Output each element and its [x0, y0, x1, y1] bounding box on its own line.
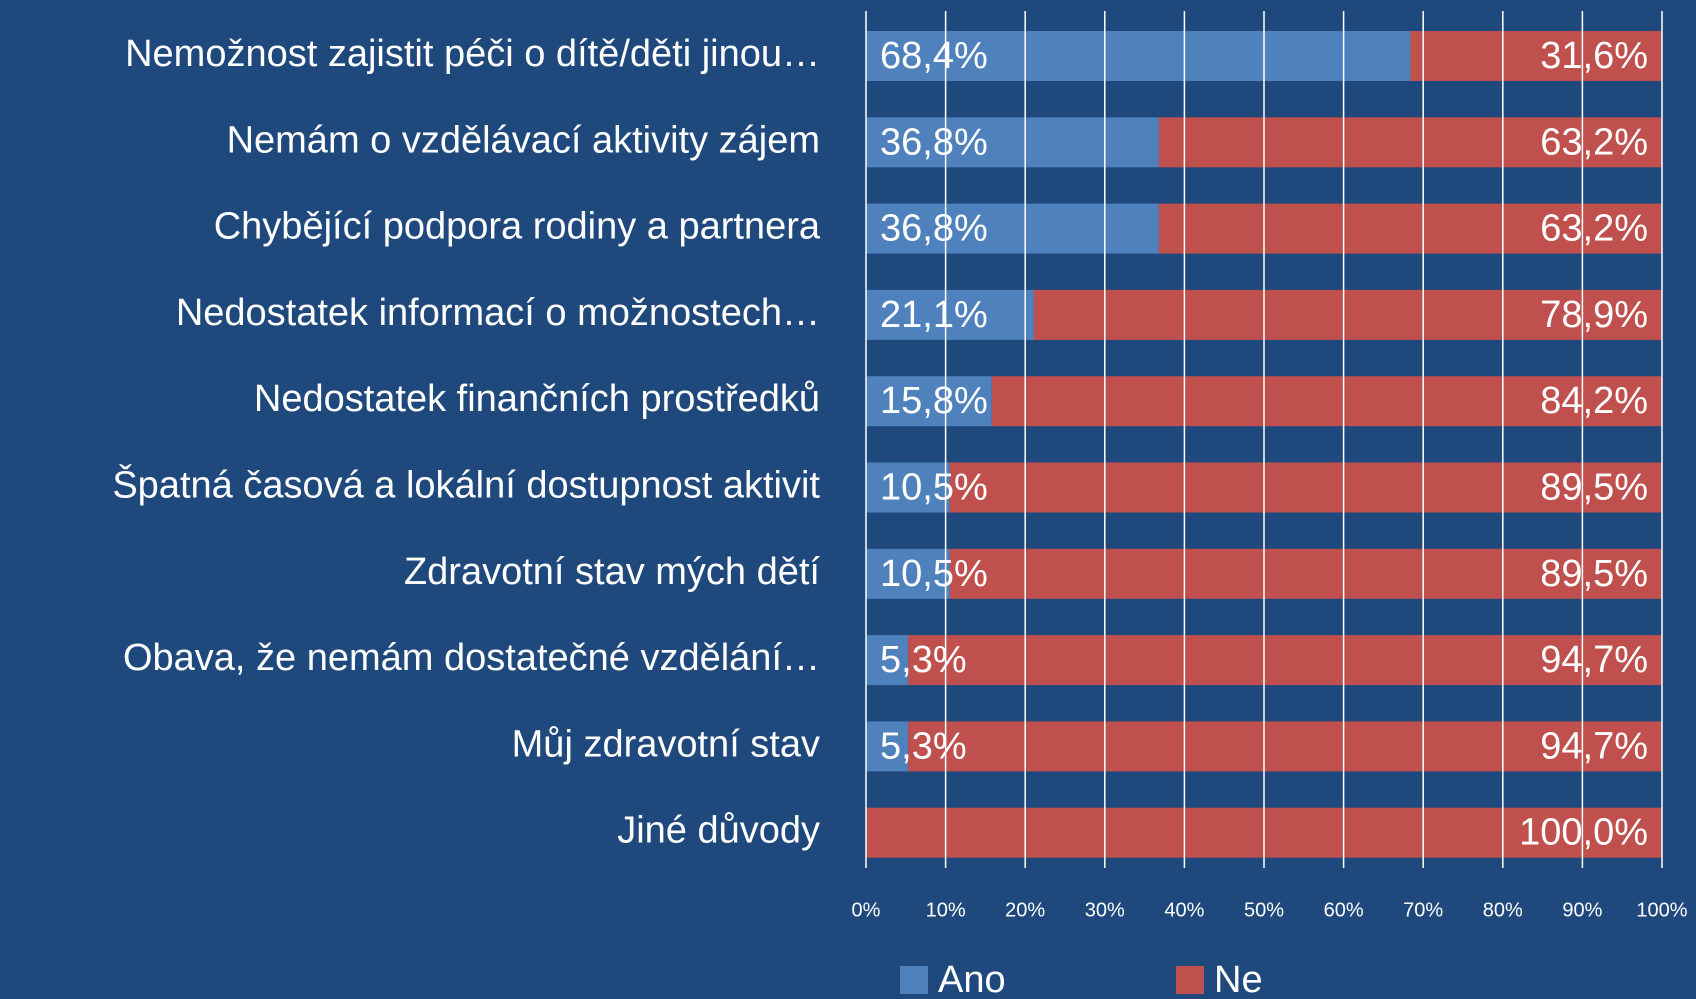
category-label: Můj zdravotní stav [512, 723, 820, 765]
x-tick-label: 20% [1005, 899, 1045, 921]
category-label: Nedostatek informací o možnostech… [176, 292, 820, 334]
value-label: 15,8% [880, 380, 988, 422]
bar-segment [866, 289, 1034, 340]
category-label: Nemám o vzdělávací aktivity zájem [227, 119, 820, 161]
category-label: Jiné důvody [617, 810, 820, 852]
category-label: Nemožnost zajistit péči o dítě/děti jino… [125, 33, 820, 75]
bar-segment [866, 203, 1159, 254]
bar-segment [949, 462, 1662, 513]
legend-label: Ano [938, 959, 1006, 999]
value-label: 89,5% [1540, 553, 1648, 595]
x-tick-label: 0% [852, 899, 881, 921]
value-label: 94,7% [1540, 639, 1648, 681]
x-tick-label: 40% [1164, 899, 1204, 921]
value-label: 36,8% [880, 121, 988, 163]
bar-segment [866, 548, 950, 599]
value-label: 21,1% [880, 294, 988, 336]
bar-segment [949, 548, 1662, 599]
bar-segment [991, 376, 1662, 427]
bar-segment [866, 635, 909, 686]
bar-segment [908, 721, 1662, 772]
value-label: 68,4% [880, 35, 988, 77]
legend-label: Ne [1214, 959, 1263, 999]
bar-segment [908, 635, 1662, 686]
legend-swatch [900, 966, 928, 994]
bar-segment [866, 462, 950, 513]
value-label: 5,3% [880, 725, 967, 767]
value-label: 94,7% [1540, 725, 1648, 767]
category-label: Špatná časová a lokální dostupnost aktiv… [112, 463, 820, 507]
x-tick-label: 60% [1324, 899, 1364, 921]
bar-segment [1410, 31, 1662, 81]
bar-segment [866, 721, 909, 772]
bar-segment [866, 117, 1159, 168]
x-tick-label: 70% [1403, 899, 1443, 921]
x-tick-label: 50% [1244, 899, 1284, 921]
category-label: Nedostatek finančních prostředků [254, 378, 820, 420]
x-tick-label: 30% [1085, 899, 1125, 921]
value-label: 10,5% [880, 467, 988, 509]
value-label: 5,3% [880, 639, 967, 681]
category-label: Obava, že nemám dostatečné vzdělání… [123, 637, 820, 679]
bar-segment [1033, 289, 1662, 340]
value-label: 63,2% [1540, 208, 1648, 250]
legend-swatch [1176, 966, 1204, 994]
x-tick-label: 100% [1636, 899, 1687, 921]
value-label: 78,9% [1540, 294, 1648, 336]
value-label: 36,8% [880, 208, 988, 250]
x-tick-label: 80% [1483, 899, 1523, 921]
bar-segment [1158, 117, 1662, 168]
value-label: 89,5% [1540, 467, 1648, 509]
bar-segment [866, 376, 992, 427]
value-label: 63,2% [1540, 121, 1648, 163]
x-tick-label: 90% [1562, 899, 1602, 921]
x-tick-label: 10% [926, 899, 966, 921]
category-label: Zdravotní stav mých dětí [404, 551, 820, 593]
value-label: 10,5% [880, 553, 988, 595]
category-label: Chybějící podpora rodiny a partnera [214, 206, 821, 248]
bar-segment [866, 31, 1411, 81]
value-label: 31,6% [1540, 35, 1648, 77]
value-label: 100,0% [1519, 812, 1648, 854]
bar-segment [1158, 203, 1662, 254]
value-label: 84,2% [1540, 380, 1648, 422]
